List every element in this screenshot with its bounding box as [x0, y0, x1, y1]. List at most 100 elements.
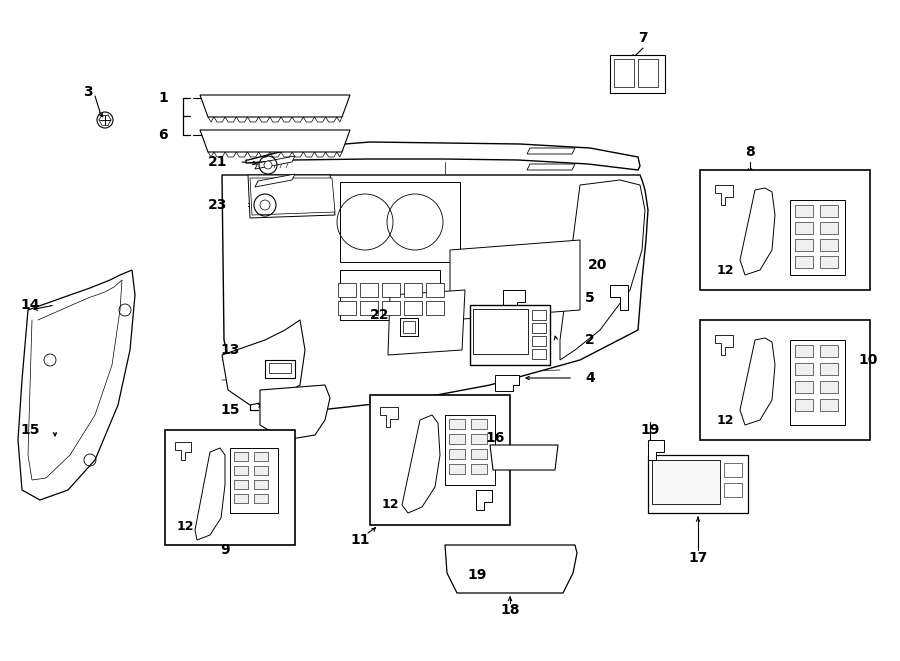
Text: 9: 9: [220, 543, 230, 557]
Text: 12: 12: [176, 520, 194, 533]
Polygon shape: [560, 180, 645, 360]
Polygon shape: [248, 175, 335, 218]
Polygon shape: [380, 407, 398, 427]
Text: 12: 12: [716, 264, 734, 276]
Bar: [382, 283, 400, 297]
Text: 3: 3: [83, 85, 93, 99]
Bar: [340, 270, 440, 320]
Bar: [449, 449, 465, 459]
Bar: [269, 363, 291, 373]
Text: 12: 12: [716, 414, 734, 426]
Bar: [795, 222, 813, 234]
Bar: [340, 182, 460, 262]
Text: 13: 13: [220, 343, 239, 357]
Polygon shape: [222, 175, 648, 410]
Bar: [700, 170, 870, 290]
Bar: [254, 494, 268, 503]
Bar: [790, 340, 845, 425]
Polygon shape: [610, 285, 628, 310]
Text: 11: 11: [350, 533, 370, 547]
Polygon shape: [450, 240, 580, 320]
Text: 7: 7: [638, 31, 648, 45]
Text: 20: 20: [589, 258, 608, 272]
Polygon shape: [195, 448, 225, 540]
Circle shape: [260, 200, 270, 210]
Bar: [795, 399, 813, 411]
Polygon shape: [740, 188, 775, 275]
Polygon shape: [503, 290, 525, 308]
Text: 22: 22: [370, 308, 390, 322]
Circle shape: [264, 161, 272, 169]
Text: 15: 15: [20, 423, 40, 437]
Bar: [820, 256, 838, 268]
Bar: [360, 283, 378, 297]
Bar: [700, 320, 870, 440]
Polygon shape: [200, 130, 350, 152]
Polygon shape: [200, 95, 350, 117]
Text: 19: 19: [640, 423, 660, 437]
Polygon shape: [250, 178, 335, 215]
Bar: [471, 449, 487, 459]
Polygon shape: [255, 156, 295, 169]
Bar: [234, 494, 248, 503]
Polygon shape: [246, 142, 640, 170]
Bar: [254, 452, 268, 461]
Bar: [471, 419, 487, 429]
Bar: [532, 336, 546, 346]
Bar: [795, 363, 813, 375]
Polygon shape: [715, 335, 733, 355]
Bar: [820, 363, 838, 375]
Bar: [471, 464, 487, 474]
Bar: [795, 205, 813, 217]
Bar: [370, 395, 510, 525]
Bar: [234, 480, 248, 489]
Bar: [234, 466, 248, 475]
Polygon shape: [402, 415, 440, 513]
Polygon shape: [445, 545, 577, 593]
Text: 17: 17: [688, 551, 707, 565]
Bar: [360, 301, 378, 315]
Text: 23: 23: [208, 198, 228, 212]
Polygon shape: [527, 164, 575, 170]
Bar: [165, 430, 295, 545]
Text: 4: 4: [585, 371, 595, 385]
Bar: [400, 318, 418, 336]
Bar: [403, 321, 415, 333]
Bar: [724, 483, 742, 497]
Bar: [532, 310, 546, 320]
Bar: [820, 345, 838, 357]
Bar: [234, 452, 248, 461]
Polygon shape: [18, 270, 135, 500]
Text: 12: 12: [382, 498, 399, 512]
Bar: [638, 59, 658, 87]
Bar: [724, 463, 742, 477]
Polygon shape: [490, 445, 558, 470]
Text: 16: 16: [485, 431, 505, 445]
Polygon shape: [222, 320, 305, 405]
Text: 6: 6: [158, 128, 167, 142]
Bar: [820, 239, 838, 251]
Text: 8: 8: [745, 145, 755, 159]
Polygon shape: [476, 490, 492, 510]
Bar: [820, 205, 838, 217]
Bar: [532, 349, 546, 359]
Bar: [795, 239, 813, 251]
Bar: [338, 301, 356, 315]
Bar: [426, 283, 444, 297]
Bar: [820, 222, 838, 234]
Bar: [820, 399, 838, 411]
Bar: [254, 480, 268, 489]
Bar: [254, 466, 268, 475]
Text: 2: 2: [585, 333, 595, 347]
Bar: [532, 323, 546, 333]
Text: 15: 15: [220, 403, 239, 417]
Bar: [473, 309, 528, 354]
Bar: [404, 283, 422, 297]
Bar: [795, 381, 813, 393]
Bar: [404, 301, 422, 315]
Bar: [614, 59, 634, 87]
Bar: [230, 448, 278, 513]
Bar: [471, 434, 487, 444]
Polygon shape: [255, 174, 295, 187]
Polygon shape: [740, 338, 775, 425]
